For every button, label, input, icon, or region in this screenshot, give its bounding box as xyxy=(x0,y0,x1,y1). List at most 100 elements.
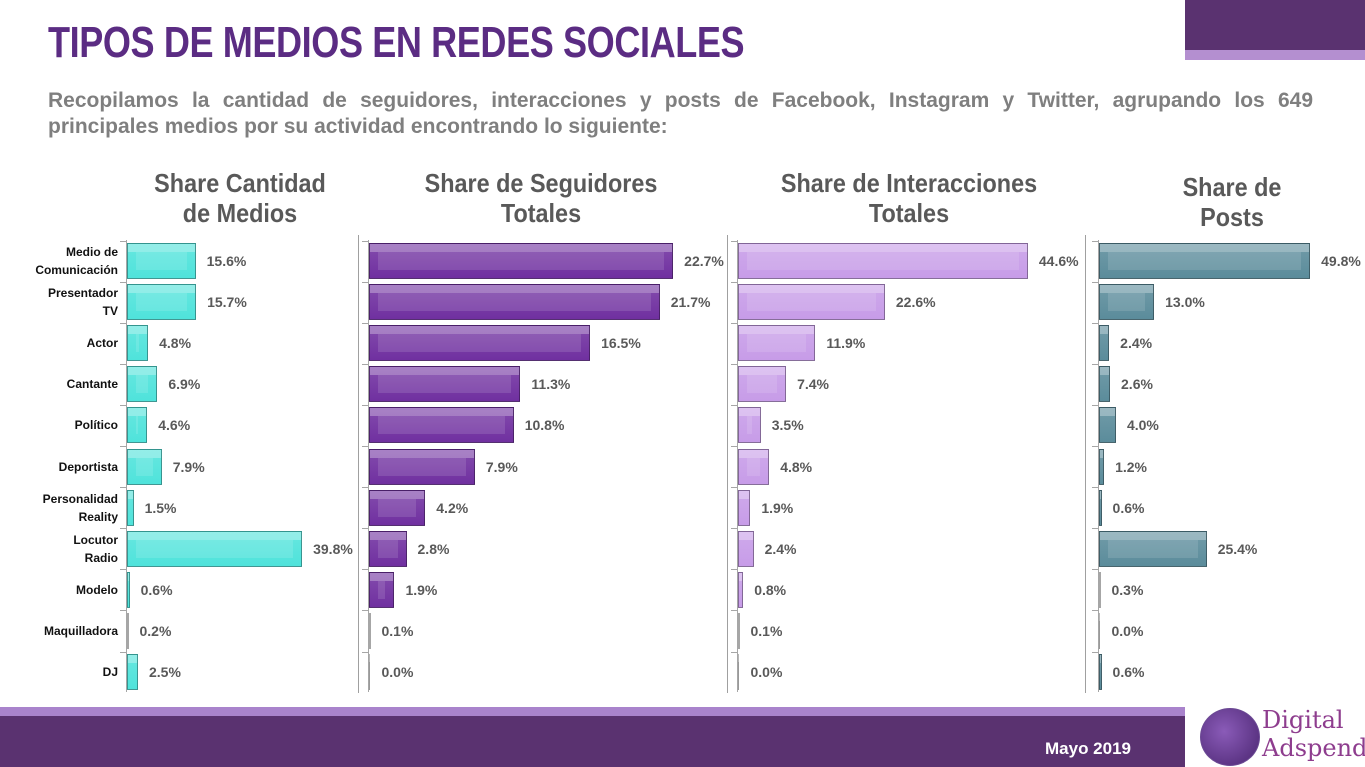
axis-tick xyxy=(1092,610,1098,611)
axis-tick xyxy=(362,569,368,570)
axis-tick xyxy=(362,405,368,406)
chart-title-line: Posts xyxy=(1200,202,1264,232)
data-label: 1.9% xyxy=(405,582,438,598)
bar xyxy=(127,531,303,567)
axis-tick xyxy=(120,569,126,570)
data-label: 0.0% xyxy=(750,664,783,680)
data-label: 15.6% xyxy=(206,253,247,269)
category-axis xyxy=(126,240,127,692)
axis-tick xyxy=(120,652,126,653)
category-label-line: DJ xyxy=(102,665,118,679)
bar xyxy=(127,613,129,649)
category-label-line: TV xyxy=(102,304,118,318)
axis-tick xyxy=(731,405,737,406)
bar xyxy=(738,366,787,402)
bar xyxy=(369,572,395,608)
bar xyxy=(127,366,158,402)
data-label: 0.3% xyxy=(1111,582,1144,598)
logo-globe-icon xyxy=(1200,708,1260,766)
data-label: 15.7% xyxy=(207,294,247,310)
data-label: 11.3% xyxy=(531,376,571,392)
data-label: 0.6% xyxy=(1112,500,1145,516)
data-label: 7.4% xyxy=(797,376,830,392)
chart-title-line: Share de Interacciones xyxy=(780,168,1038,198)
data-label: 4.0% xyxy=(1126,417,1159,433)
bar xyxy=(1099,325,1110,361)
bar xyxy=(738,572,744,608)
axis-tick xyxy=(362,323,368,324)
data-label: 25.4% xyxy=(1217,541,1258,557)
category-label: Locutor Radio xyxy=(8,531,118,567)
axis-tick xyxy=(120,282,126,283)
bar xyxy=(738,654,739,690)
bar xyxy=(369,366,521,402)
chart-title: Share de Posts xyxy=(1097,172,1365,232)
page-subtitle: Recopilamos la cantidad de seguidores, i… xyxy=(48,89,1313,138)
axis-tick xyxy=(362,446,368,447)
axis-tick xyxy=(362,528,368,529)
axis-tick xyxy=(1092,364,1098,365)
category-label: Personalidad Reality xyxy=(8,490,118,526)
category-label-line: Político xyxy=(74,418,118,432)
bar xyxy=(127,654,138,690)
axis-tick xyxy=(731,528,737,529)
axis-tick xyxy=(120,446,126,447)
category-label: Actor xyxy=(8,334,118,352)
page-title: TIPOS DE MEDIOS EN REDES SOCIALES xyxy=(48,18,745,67)
bar xyxy=(738,407,761,443)
data-label: 0.6% xyxy=(1112,664,1145,680)
axis-tick xyxy=(731,446,737,447)
data-label: 2.6% xyxy=(1121,376,1153,392)
bar xyxy=(369,325,591,361)
bar xyxy=(738,284,885,320)
axis-tick xyxy=(1092,528,1098,529)
bar xyxy=(127,407,148,443)
category-label-line: Reality xyxy=(78,510,118,524)
bar xyxy=(1099,654,1102,690)
axis-tick xyxy=(731,323,737,324)
data-label: 2.5% xyxy=(149,664,181,680)
axis-tick xyxy=(731,364,737,365)
data-label: 3.5% xyxy=(771,417,804,433)
axis-tick xyxy=(362,241,368,242)
data-label: 39.8% xyxy=(313,541,353,557)
footer-date: Mayo 2019 xyxy=(1045,739,1131,758)
data-label: 13.0% xyxy=(1165,294,1205,310)
category-axis xyxy=(737,240,738,692)
data-label: 0.0% xyxy=(381,664,414,680)
data-label: 16.5% xyxy=(601,335,641,351)
chart-title-line: Share de xyxy=(1182,172,1282,202)
chart-title-line: Share de Seguidores xyxy=(424,168,658,198)
data-label: 7.9% xyxy=(485,459,518,475)
chart-title-line: Share Cantidad xyxy=(154,168,326,198)
category-label-line: Comunicación xyxy=(35,263,118,277)
category-label: Cantante xyxy=(8,375,118,393)
data-label: 0.2% xyxy=(139,623,172,639)
axis-tick xyxy=(1092,652,1098,653)
category-axis xyxy=(1098,240,1099,692)
logo-line1: Digital xyxy=(1262,706,1344,734)
data-label: 22.6% xyxy=(895,294,936,310)
axis-tick xyxy=(120,323,126,324)
bar xyxy=(1099,284,1155,320)
data-label: 44.6% xyxy=(1038,253,1079,269)
bar xyxy=(1099,572,1101,608)
category-label: Presentador TV xyxy=(8,284,118,320)
data-label: 1.9% xyxy=(761,500,794,516)
axis-tick xyxy=(731,487,737,488)
bar xyxy=(738,531,754,567)
data-label: 10.8% xyxy=(524,417,565,433)
chart-title-line: Totales xyxy=(500,198,582,228)
chart-title-line: Totales xyxy=(868,198,950,228)
bar xyxy=(1099,449,1105,485)
category-label-line: Medio de xyxy=(65,245,118,259)
axis-tick xyxy=(731,241,737,242)
axis-tick xyxy=(120,487,126,488)
panel-divider xyxy=(727,235,728,693)
corner-decoration xyxy=(1185,0,1365,50)
axis-tick xyxy=(1092,282,1098,283)
data-label: 22.7% xyxy=(684,253,724,269)
bar xyxy=(738,490,751,526)
data-label: 0.1% xyxy=(750,623,783,639)
bar xyxy=(1099,490,1102,526)
